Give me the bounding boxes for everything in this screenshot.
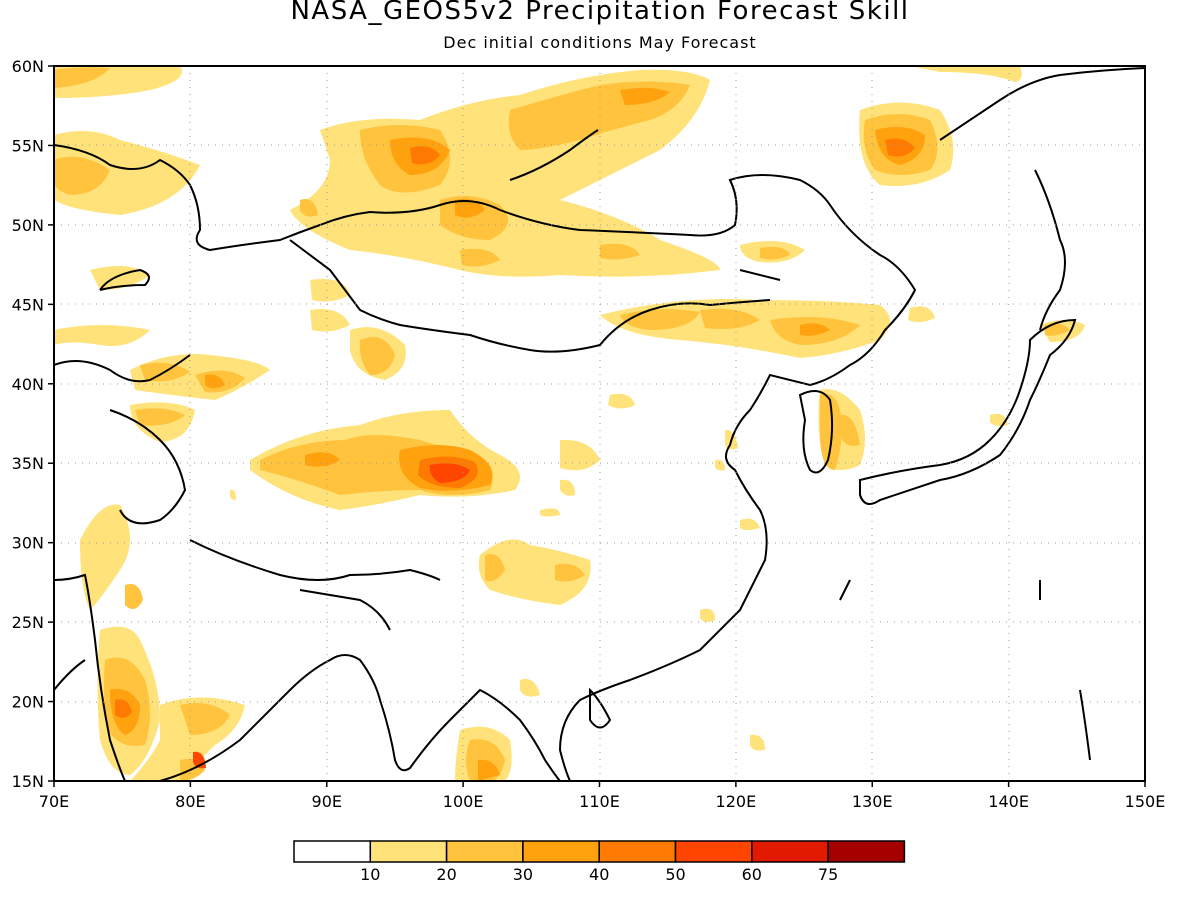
colorbar-swatch: [751, 840, 829, 863]
colorbar: 10 20 30 40 50 60 75: [293, 840, 906, 884]
lat-label: 30N: [12, 534, 44, 553]
map-title: NASA_GEOS5v2 Precipitation Forecast Skil…: [290, 0, 910, 26]
lat-label: 60N: [12, 57, 44, 76]
skill-shading: [54, 66, 1085, 781]
colorbar-label: 50: [665, 865, 685, 884]
colorbar-swatch: [369, 840, 448, 863]
lat-label: 20N: [12, 693, 44, 712]
lon-label: 110E: [579, 792, 620, 811]
lon-label: 80E: [175, 792, 205, 811]
lat-label: 25N: [12, 613, 44, 632]
lon-label: 130E: [852, 792, 893, 811]
skill-level-10: [54, 66, 1085, 781]
lon-label: 100E: [443, 792, 484, 811]
colorbar-label: 75: [818, 865, 838, 884]
colorbar-label: 10: [360, 865, 380, 884]
lat-label: 15N: [12, 772, 44, 791]
colorbar-swatch: [445, 840, 524, 863]
colorbar-swatch: [522, 840, 600, 863]
lon-label: 70E: [39, 792, 69, 811]
lat-label: 50N: [12, 216, 44, 235]
lat-label: 35N: [12, 454, 44, 473]
lon-label: 150E: [1125, 792, 1166, 811]
map-subtitle: Dec initial conditions May Forecast: [443, 33, 757, 52]
graticule: [54, 66, 1145, 781]
axis-ticks: 70E 80E 90E 100E 110E 120E 130E 140E 150E 15N 20N 2…: [12, 57, 1166, 811]
lat-label: 40N: [12, 375, 44, 394]
lat-label: 45N: [12, 295, 44, 314]
colorbar-swatch: [293, 840, 372, 863]
colorbar-swatch: [598, 840, 677, 863]
colorbar-swatch: [674, 840, 753, 863]
colorbar-label: 40: [589, 865, 609, 884]
colorbar-label: 20: [436, 865, 456, 884]
lon-label: 90E: [312, 792, 342, 811]
lat-label: 55N: [12, 136, 44, 155]
colorbar-swatch: [827, 840, 906, 863]
colorbar-label: 30: [513, 865, 533, 884]
colorbar-label: 60: [742, 865, 762, 884]
lon-label: 120E: [716, 792, 757, 811]
lon-label: 140E: [988, 792, 1029, 811]
